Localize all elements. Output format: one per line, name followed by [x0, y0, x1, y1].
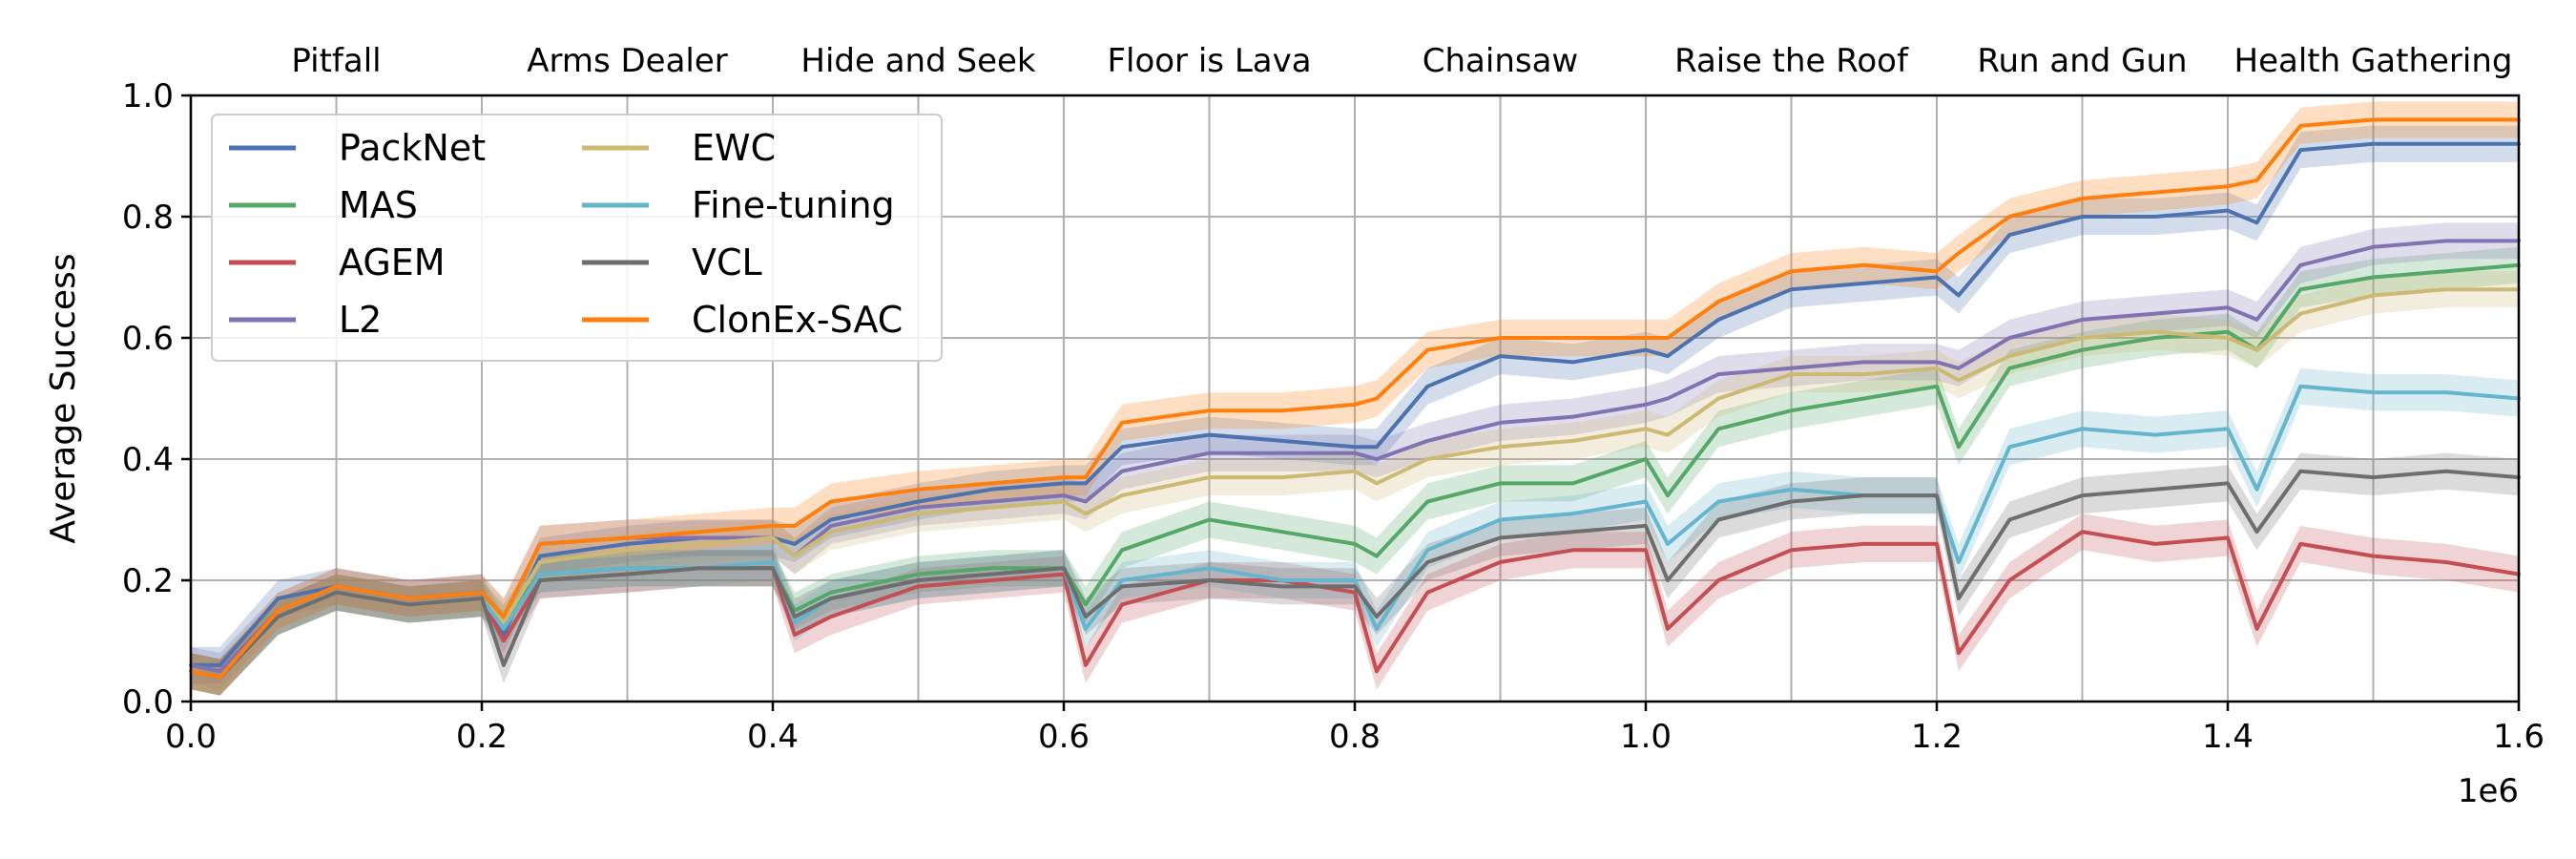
series-band-2 [191, 513, 2519, 696]
task-label: Run and Gun [1977, 42, 2187, 80]
x-tick-label: 1.4 [2202, 718, 2254, 756]
task-label: Arms Dealer [527, 42, 728, 80]
y-axis-label: Average Success [44, 253, 83, 543]
y-tick-label: 0.6 [122, 320, 174, 358]
task-label: Raise the Roof [1674, 42, 1909, 80]
series-band-7 [191, 101, 2519, 696]
x-tick-label: 0.0 [165, 718, 217, 756]
series-band-4 [191, 271, 2519, 696]
y-tick-label: 0.0 [122, 683, 174, 722]
x-tick-label: 1.6 [2493, 718, 2545, 756]
x-tick-label: 0.8 [1329, 718, 1381, 756]
legend-label: ClonEx-SAC [692, 299, 903, 341]
series-band-3 [191, 222, 2519, 690]
series-band-0 [191, 125, 2519, 684]
legend-label: PackNet [339, 127, 486, 169]
y-tick-label: 1.0 [122, 77, 174, 115]
series-line-6 [189, 469, 2521, 680]
x-tick-label: 0.6 [1038, 718, 1090, 756]
x-tick-label: 0.4 [747, 718, 799, 756]
series-line-2 [189, 530, 2521, 680]
legend-label: EWC [692, 127, 776, 169]
series-line-5 [189, 384, 2521, 680]
x-tick-label: 1.2 [1911, 718, 1963, 756]
series-band-6 [191, 452, 2519, 696]
series-band-1 [191, 246, 2519, 696]
legend-label: L2 [339, 299, 382, 341]
x-tick-label: 0.2 [456, 718, 508, 756]
legend-label: VCL [692, 241, 762, 283]
y-tick-label: 0.2 [122, 562, 174, 600]
task-label: Floor is Lava [1107, 42, 1311, 80]
legend-label: Fine-tuning [692, 184, 895, 226]
task-label: Hide and Seek [800, 42, 1036, 80]
legend-label: MAS [339, 184, 418, 226]
y-tick-label: 0.8 [122, 199, 174, 237]
x-exponent-label: 1e6 [2458, 772, 2519, 810]
series-line-7 [189, 117, 2521, 680]
task-label: Chainsaw [1423, 42, 1578, 80]
y-tick-label: 0.4 [122, 441, 174, 479]
task-label: Health Gathering [2234, 42, 2513, 80]
legend-label: AGEM [339, 241, 446, 283]
series-line-4 [189, 287, 2521, 680]
legend-box [211, 114, 943, 362]
x-tick-label: 1.0 [1620, 718, 1672, 756]
task-label: Pitfall [291, 42, 381, 80]
